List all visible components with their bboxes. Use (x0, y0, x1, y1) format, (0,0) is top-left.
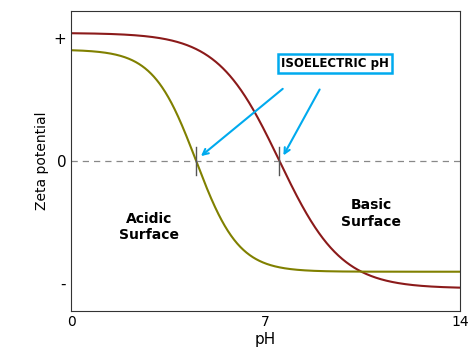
Text: Basic
Surface: Basic Surface (341, 198, 401, 228)
X-axis label: pH: pH (255, 332, 276, 347)
Text: ISOELECTRIC pH: ISOELECTRIC pH (281, 57, 389, 70)
Y-axis label: Zeta potential: Zeta potential (36, 111, 49, 210)
Text: Acidic
Surface: Acidic Surface (119, 212, 179, 242)
